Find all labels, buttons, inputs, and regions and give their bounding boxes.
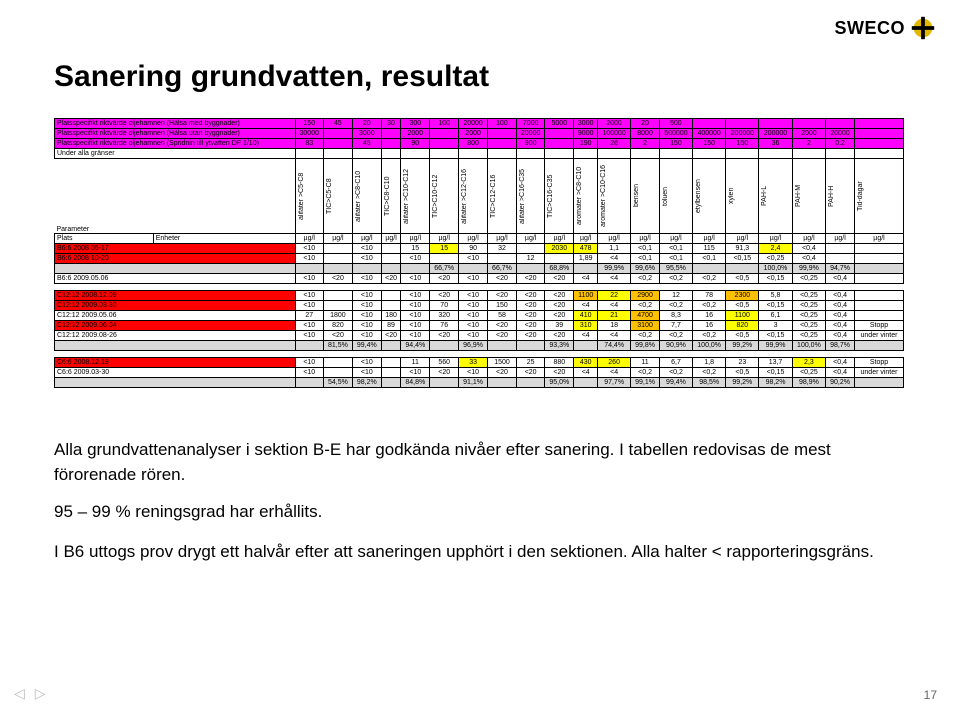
table-row-label: Platsspecifikt riktvärde oljehamnen (Häl…	[55, 119, 296, 129]
column-header: TIC>C12-C16	[490, 159, 497, 233]
column-header: alifater >C5-C8	[298, 159, 305, 233]
column-header: alifater >C16-C35	[519, 159, 526, 233]
table-row: C12:12 2009.06.04	[55, 321, 296, 331]
column-header: aromater >C10-C16	[600, 159, 607, 233]
table-row: B6:6 2008 05-17	[55, 244, 296, 254]
logo-icon	[909, 14, 937, 42]
column-header: PAH-H	[828, 159, 835, 233]
next-button[interactable]: ▷	[35, 685, 46, 702]
column-header: TIC>C10-C12	[432, 159, 439, 233]
table-row-label: Under alla gränser	[55, 149, 296, 159]
table-row: C12:12 2009.03.30	[55, 301, 296, 311]
table-row-label: Platsspecifikt riktvärde oljehamnen (Spr…	[55, 139, 296, 149]
column-header: aromater >C8-C10	[576, 159, 583, 233]
page-number: 17	[924, 688, 937, 702]
column-header: alifater >C12-C16	[461, 159, 468, 233]
paragraph-3: I B6 uttogs prov drygt ett halvår efter …	[54, 540, 904, 565]
paragraph-2: 95 – 99 % reningsgrad har erhållits.	[54, 500, 904, 525]
table-row: C6:6 2009.03-30	[55, 368, 296, 378]
column-header: PAH-M	[795, 159, 802, 233]
column-header: etylbensen	[695, 159, 702, 233]
table-row: C12:12 2008.12.09	[55, 291, 296, 301]
paragraph-1: Alla grundvattenanalyser i sektion B-E h…	[54, 438, 904, 487]
column-header: bensen	[633, 159, 640, 233]
table-row	[55, 378, 296, 388]
slide-nav: ◁ ▷	[14, 685, 46, 702]
column-header: PAH-L	[761, 159, 768, 233]
column-header: toluen	[662, 159, 669, 233]
column-header: xylen	[728, 159, 735, 233]
table-row: C6:6 2008.12.19	[55, 358, 296, 368]
table-row: C12:12 2009.05.06	[55, 311, 296, 321]
column-header: TIC>C16-C35	[547, 159, 554, 233]
logo-text: SWECO	[834, 18, 905, 39]
column-header: alifater >C8-C10	[355, 159, 362, 233]
page-title: Sanering grundvatten, resultat	[54, 60, 489, 94]
logo: SWECO	[834, 14, 937, 42]
table-row: C12:12 2009.08-26	[55, 331, 296, 341]
table-row: B6:6 2009.05.06	[55, 274, 296, 284]
table-row: B6:6 2008 10-20	[55, 254, 296, 264]
column-header: alifater >C10-C12	[403, 159, 410, 233]
data-table: Platsspecifikt riktvärde oljehamnen (Häl…	[54, 118, 904, 388]
table-row-label: Platsspecifikt riktvärde oljehamnen (Häl…	[55, 129, 296, 139]
column-header: TIC>C5-C8	[326, 159, 333, 233]
table-row	[55, 264, 296, 274]
column-header: TIC>C8-C10	[384, 159, 391, 233]
column-header: Tid-dagar	[857, 159, 864, 233]
table-row	[55, 341, 296, 351]
prev-button[interactable]: ◁	[14, 685, 25, 702]
